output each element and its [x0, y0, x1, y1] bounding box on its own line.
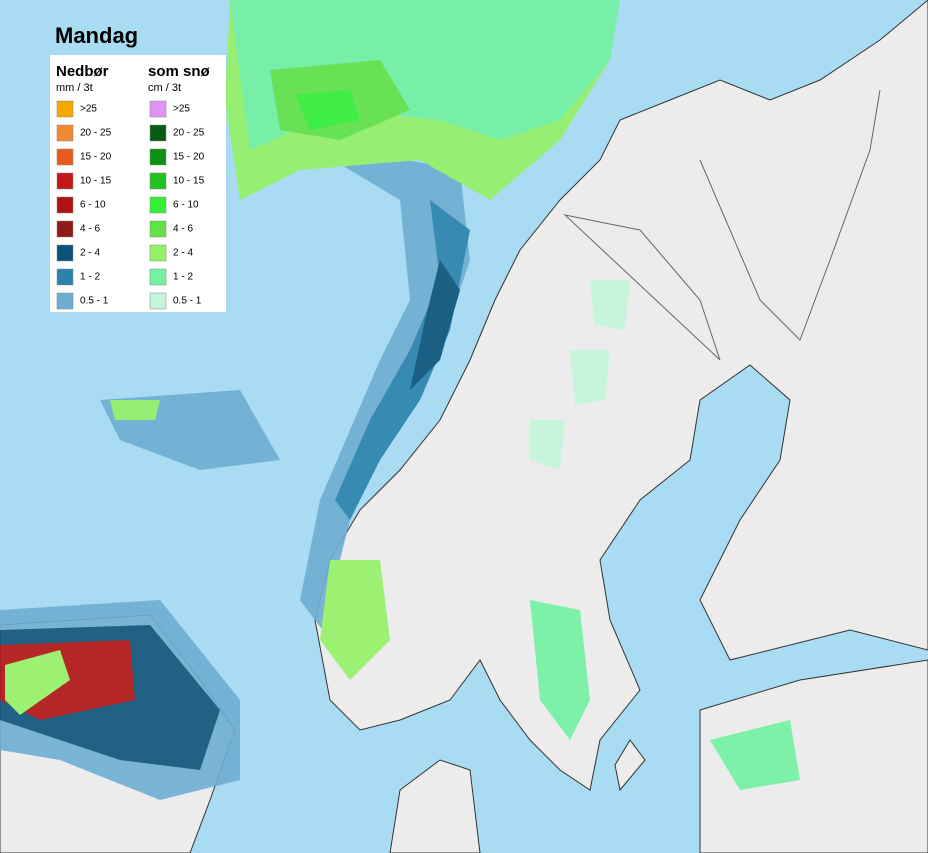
- legend-label: 10 - 15: [173, 176, 205, 187]
- precipitation-field: [0, 0, 800, 800]
- legend-swatch: [56, 148, 74, 166]
- legend-swatch: [56, 292, 74, 310]
- legend-label: 2 - 4: [80, 248, 100, 259]
- legend-swatch: [56, 220, 74, 238]
- legend-label: 20 - 25: [173, 128, 205, 139]
- legend-swatch: [149, 148, 167, 166]
- legend-label: >25: [80, 104, 97, 115]
- legend-swatch: [149, 220, 167, 238]
- legend-label: 15 - 20: [80, 152, 112, 163]
- legend-title: Nedbør: [56, 63, 109, 80]
- legend-swatch: [56, 124, 74, 142]
- legend-swatch: [149, 100, 167, 118]
- legend-label: 6 - 10: [173, 200, 199, 211]
- legend-label: >25: [173, 104, 190, 115]
- legend-label: 10 - 15: [80, 176, 112, 187]
- legend-label: 1 - 2: [80, 272, 100, 283]
- legend-swatch: [56, 100, 74, 118]
- legend-swatch: [149, 292, 167, 310]
- legend-box: [50, 55, 226, 312]
- legend-label: 0.5 - 1: [173, 296, 202, 307]
- legend-swatch: [149, 124, 167, 142]
- legend-swatch: [56, 244, 74, 262]
- legend-label: 15 - 20: [173, 152, 205, 163]
- legend-swatch: [149, 244, 167, 262]
- legend-label: 4 - 6: [173, 224, 193, 235]
- legend-swatch: [149, 196, 167, 214]
- legend-title: som snø: [148, 63, 211, 80]
- legend-label: 1 - 2: [173, 272, 193, 283]
- legend-swatch: [149, 268, 167, 286]
- map-title: Mandag: [55, 23, 138, 48]
- legend-label: 4 - 6: [80, 224, 100, 235]
- legend-label: 6 - 10: [80, 200, 106, 211]
- legend-swatch: [56, 172, 74, 190]
- legend-label: 0.5 - 1: [80, 296, 109, 307]
- legend-swatch: [56, 196, 74, 214]
- legend-unit: cm / 3t: [148, 82, 181, 94]
- legend-swatch: [149, 172, 167, 190]
- legend-label: 2 - 4: [173, 248, 193, 259]
- legend-unit: mm / 3t: [56, 82, 93, 94]
- legend-swatch: [56, 268, 74, 286]
- legend-label: 20 - 25: [80, 128, 112, 139]
